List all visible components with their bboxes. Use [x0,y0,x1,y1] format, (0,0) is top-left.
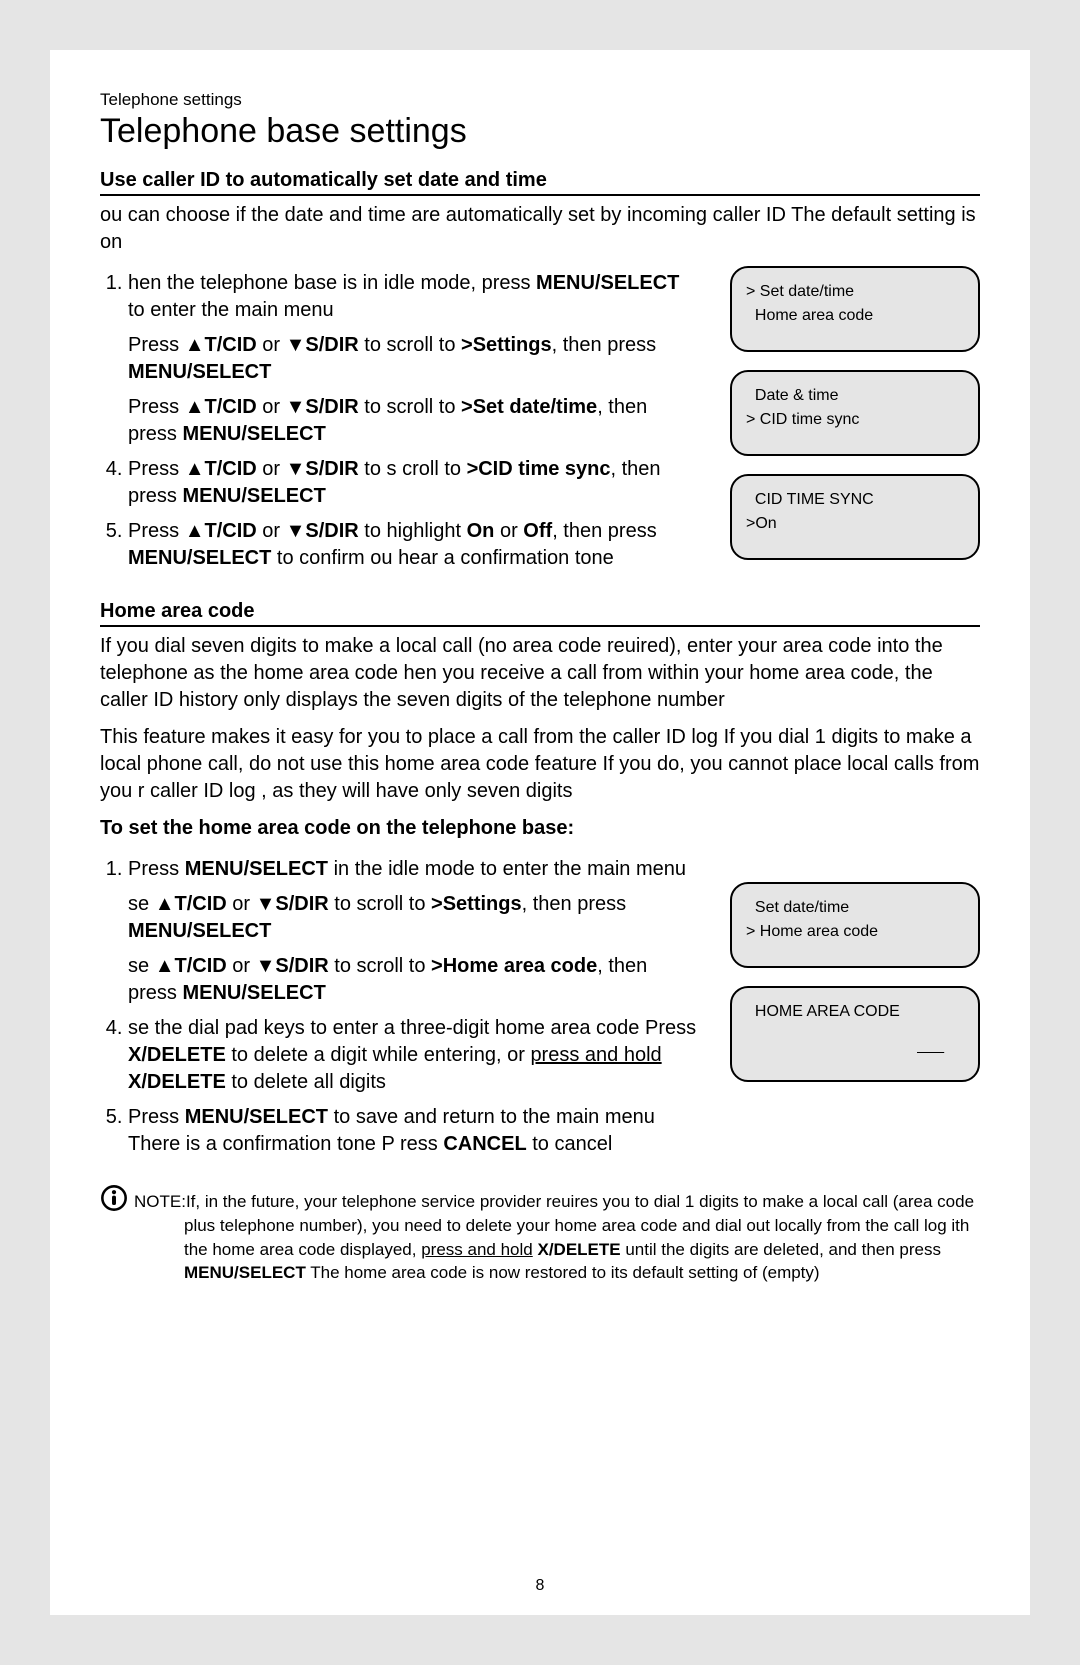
step-5: Press ▲T/CID or ▼S/DIR to highlight On o… [128,518,700,572]
display-cid-sync: Date & time > CID time sync [730,370,980,456]
up-arrow-icon: ▲ [155,955,175,977]
up-arrow-icon: ▲ [185,396,205,418]
section1-intro: ou can choose if the date and time are a… [100,202,980,256]
display-hac-entry: HOME AREA CODE ___ [730,986,980,1082]
note-block: NOTE:If, in the future, your telephone s… [100,1184,980,1285]
s2-step-5: Press MENU/SELECT to save and return to … [128,1104,700,1158]
info-icon [100,1184,128,1212]
section1-displays: > Set date/time Home area code Date & ti… [730,266,980,582]
section2-header: Home area code [100,600,980,627]
display-home-area: Set date/time > Home area code [730,882,980,968]
note-text: NOTE:If, in the future, your telephone s… [134,1184,980,1285]
step-1: hen the telephone base is in idle mode, … [128,270,700,324]
section2-displays: Set date/time > Home area code HOME AREA… [730,852,980,1168]
s2-step-2: se ▲T/CID or ▼S/DIR to scroll to >Settin… [128,891,700,945]
section2-columns: Press MENU/SELECT in the idle mode to en… [100,852,980,1168]
up-arrow-icon: ▲ [185,458,205,480]
section2-steps: Press MENU/SELECT in the idle mode to en… [100,852,700,1168]
down-arrow-icon: ▼ [286,458,306,480]
down-arrow-icon: ▼ [286,520,306,542]
step-3: Press ▲T/CID or ▼S/DIR to scroll to >Set… [128,394,700,448]
breadcrumb: Telephone settings [100,90,980,110]
section2-subheader: To set the home area code on the telepho… [100,815,980,842]
section2-p1: If you dial seven digits to make a local… [100,633,980,714]
manual-page: Telephone settings Telephone base settin… [50,50,1030,1615]
step-2: Press ▲T/CID or ▼S/DIR to scroll to >Set… [128,332,700,386]
down-arrow-icon: ▼ [256,893,276,915]
s2-step-3: se ▲T/CID or ▼S/DIR to scroll to >Home a… [128,953,700,1007]
display-set-date: > Set date/time Home area code [730,266,980,352]
s2-step-4: se the dial pad keys to enter a three-di… [128,1015,700,1096]
menu-select-key: MENU/SELECT [536,272,679,294]
section2-p2: This feature makes it easy for you to pl… [100,724,980,805]
up-arrow-icon: ▲ [185,334,205,356]
down-arrow-icon: ▼ [286,334,306,356]
step-4: Press ▲T/CID or ▼S/DIR to s croll to >CI… [128,456,700,510]
section1-columns: hen the telephone base is in idle mode, … [100,266,980,582]
s2-step-1: Press MENU/SELECT in the idle mode to en… [128,856,700,883]
section1-header: Use caller ID to automatically set date … [100,169,980,196]
up-arrow-icon: ▲ [155,893,175,915]
section1-steps: hen the telephone base is in idle mode, … [100,266,700,582]
sdir-key: S/DIR [305,334,358,356]
down-arrow-icon: ▼ [286,396,306,418]
tcid-key: T/CID [204,334,256,356]
down-arrow-icon: ▼ [256,955,276,977]
display-cid-on: CID TIME SYNC >On [730,474,980,560]
page-title: Telephone base settings [100,112,980,151]
page-number: 8 [50,1577,1030,1595]
up-arrow-icon: ▲ [185,520,205,542]
